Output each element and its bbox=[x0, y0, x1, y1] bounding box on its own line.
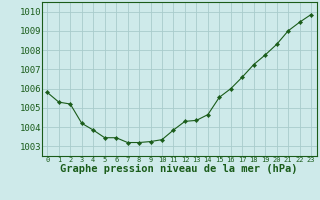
X-axis label: Graphe pression niveau de la mer (hPa): Graphe pression niveau de la mer (hPa) bbox=[60, 164, 298, 174]
